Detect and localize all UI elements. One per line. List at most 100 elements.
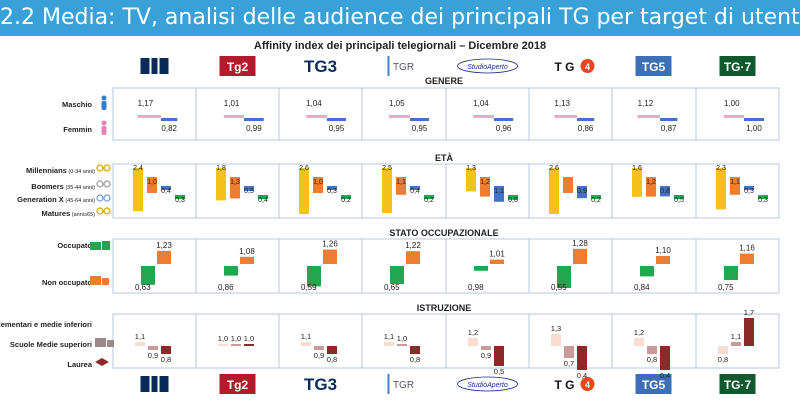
- bar-eta-0: [632, 168, 642, 197]
- bar-eta-2: [410, 186, 420, 190]
- data-label: 1,01: [489, 250, 505, 259]
- bar-istruzione-1: [314, 346, 324, 350]
- generation-x-icon: [96, 194, 111, 202]
- bar-eta-0: [216, 168, 226, 201]
- bar-istruzione-0: [551, 334, 561, 346]
- logo-bottom-tgr: TGR: [387, 374, 414, 394]
- bar-genere-0: [306, 115, 327, 118]
- logo-top-tg3: TG3: [304, 57, 337, 76]
- data-label: 2,6: [299, 165, 309, 172]
- data-label: 1,2: [468, 328, 478, 337]
- data-label: 1,0: [397, 334, 407, 343]
- bar-eta-1: [646, 177, 656, 197]
- data-label: 1,1: [730, 179, 740, 186]
- data-label: 1,2: [480, 179, 490, 186]
- data-label: 1,17: [138, 99, 154, 108]
- icon-body: [101, 126, 107, 135]
- chart-title: Affinity index dei principali telegiorna…: [253, 40, 547, 52]
- data-label: 0,82: [161, 124, 177, 133]
- data-label: 0,4: [161, 188, 171, 195]
- bar-occupato: [157, 250, 171, 264]
- logo-top-tg5: TG5: [635, 56, 672, 76]
- bar-eta-2: [660, 186, 670, 197]
- logo-top-studio-aperto: StudioAperto: [457, 58, 518, 74]
- logo-text: T G: [555, 378, 575, 392]
- data-label: 1,05: [389, 99, 405, 108]
- icon-b: [103, 164, 111, 172]
- data-label: 0,9: [481, 351, 491, 360]
- data-label: 2,6: [549, 165, 559, 172]
- data-label: 0,8: [647, 355, 657, 364]
- row-label-age-0: Millennians (0-34 anni): [26, 166, 95, 175]
- icon-b: [103, 207, 111, 215]
- employed-icon: [90, 241, 110, 250]
- logo-digit: 4: [585, 62, 590, 72]
- row-label-femmine: Femmin: [63, 125, 92, 134]
- data-label: 0,95: [329, 124, 345, 133]
- data-label: 0,4: [660, 371, 670, 380]
- bar-occupato: [656, 256, 670, 264]
- bar-istruzione-2: [327, 346, 337, 354]
- bar-eta-0: [382, 168, 392, 213]
- data-label: 0,8: [327, 355, 337, 364]
- bar-genere-0: [554, 115, 577, 118]
- data-label: 0,9: [314, 351, 324, 360]
- logo-top-tg7: TG·7: [719, 56, 756, 76]
- row-label-elementari: Elementari e medie inferiori: [0, 320, 92, 329]
- logo-text: StudioAperto: [467, 382, 508, 389]
- data-label: 1,04: [306, 99, 322, 108]
- data-label: 0,99: [246, 124, 262, 133]
- male-icon: [101, 95, 107, 110]
- bar-eta-3: [341, 195, 351, 199]
- bar-istruzione-2: [744, 318, 754, 346]
- bar-istruzione-0: [718, 346, 728, 354]
- bar-occupato: [406, 251, 420, 264]
- bar-genere-0: [724, 115, 744, 118]
- data-label: 1,00: [746, 124, 762, 133]
- row-label-non-occupato: Non occupato: [42, 278, 92, 287]
- icon-a: [96, 164, 104, 172]
- logo-block: [159, 58, 169, 74]
- data-label: 0,3: [175, 197, 185, 204]
- bar-eta-1: [147, 177, 157, 193]
- data-label: 0,3: [758, 197, 768, 204]
- data-label: 0,96: [496, 124, 512, 133]
- data-label: 1,6: [632, 165, 642, 172]
- data-label: 0,75: [718, 283, 734, 292]
- data-label: 0,9: [577, 188, 587, 195]
- bar-genere-1: [577, 118, 595, 121]
- section-title: STATO OCCUPAZIONALE: [389, 228, 498, 238]
- row-label-occupato: Occupato: [57, 241, 92, 250]
- bar-eta-2: [161, 186, 171, 190]
- bar-istruzione-2: [494, 346, 504, 366]
- logo-box: [635, 56, 672, 76]
- logo-block: [140, 58, 150, 74]
- bar-eta-0: [299, 168, 309, 214]
- graduation-cap-icon: [95, 358, 109, 366]
- bar-eta-1: [396, 177, 406, 195]
- logo-bar: [387, 374, 390, 394]
- logo-bottom-tg7: TG·7: [719, 374, 756, 394]
- data-label: 1,0: [313, 179, 323, 186]
- data-label: 1,2: [634, 328, 644, 337]
- logo-block: [140, 376, 150, 392]
- data-label: 0,2: [424, 197, 434, 204]
- icon-body: [101, 101, 107, 110]
- bar-istruzione-2: [244, 344, 254, 346]
- row-label-maschio: Maschio: [62, 100, 92, 109]
- bar-istruzione-0: [384, 342, 394, 346]
- data-label: 1,7: [744, 308, 754, 317]
- bar-istruzione-2: [660, 346, 670, 370]
- data-label: 1,0: [231, 334, 241, 343]
- bar-genere-1: [494, 118, 514, 121]
- bar-non-occupato: [141, 266, 155, 285]
- data-label: 0,8: [161, 355, 171, 364]
- unemployed-icon: [90, 276, 109, 285]
- bar-eta-3: [674, 195, 684, 199]
- icon-case: [90, 242, 101, 250]
- logo-text: TG·7: [724, 60, 752, 74]
- bar-eta-3: [258, 195, 268, 199]
- bar-eta-3: [175, 195, 185, 199]
- bar-eta-2: [494, 186, 504, 202]
